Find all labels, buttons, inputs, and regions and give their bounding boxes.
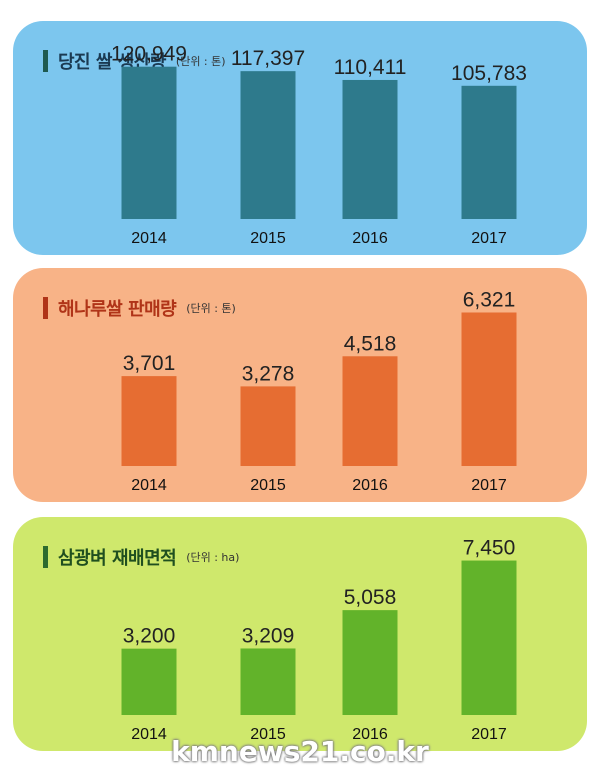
chart-unit: (단위 : 톤): [186, 302, 236, 315]
bar-2017: [461, 312, 517, 466]
bar-2015: [240, 71, 296, 219]
value-label-2014: 120,949: [111, 43, 187, 66]
bar-2016: [342, 356, 398, 466]
chart-panel-samgwang-area: 삼광벼 재배면적 (단위 : ha) 3,200 2014 3,209 2015 5,0…: [13, 517, 587, 751]
category-label-2016: 2016: [352, 477, 388, 494]
category-label-2015: 2015: [250, 477, 286, 494]
chart-panel-haenaru-sales: 해나루쌀 판매량 (단위 : 톤) 3,701 2014 3,278 2015 4,51…: [13, 268, 587, 502]
chart-title-row: 삼광벼 재배면적 (단위 : ha): [43, 544, 239, 570]
category-label-2016: 2016: [352, 726, 388, 743]
bar-2015: [240, 648, 296, 715]
category-label-2016: 2016: [352, 230, 388, 247]
category-label-2014: 2014: [131, 726, 167, 743]
bar-2014: [121, 66, 177, 219]
chart-unit: (단위 : 톤): [175, 55, 226, 68]
bar-2014: [121, 376, 177, 466]
chart-title: 해나루쌀 판매량: [58, 299, 177, 320]
value-label-2017: 6,321: [463, 288, 516, 311]
value-label-2017: 7,450: [463, 537, 516, 560]
bar-2015: [240, 386, 296, 466]
value-label-2014: 3,200: [123, 625, 176, 648]
value-label-2014: 3,701: [123, 352, 176, 375]
bar-2014: [121, 648, 177, 715]
value-label-2016: 5,058: [344, 586, 397, 609]
category-label-2017: 2017: [471, 726, 507, 743]
chart-unit: (단위 : ha): [186, 551, 240, 564]
bar-2017: [461, 560, 517, 715]
value-label-2016: 110,411: [334, 56, 407, 79]
chart-title-row: 해나루쌀 판매량 (단위 : 톤): [43, 295, 236, 321]
category-label-2017: 2017: [471, 230, 507, 247]
watermark: kmnews21.co.kr: [171, 735, 429, 768]
bar-chart-haenaru-sales: 3,701 2014 3,278 2015 4,518 2016 6,321 2017: [121, 288, 517, 494]
chart-title: 삼광벼 재배면적: [58, 548, 177, 569]
bar-2017: [461, 85, 517, 219]
value-label-2015: 3,278: [242, 362, 295, 385]
category-label-2014: 2014: [131, 477, 167, 494]
category-label-2017: 2017: [471, 477, 507, 494]
bar-chart-samgwang-area: 3,200 2014 3,209 2015 5,058 2016 7,450 2017: [121, 537, 517, 743]
value-label-2017: 105,783: [451, 62, 527, 85]
bar-chart-rice-production: 120,949 2014 117,397 2015 110,411 2016 105,783…: [111, 43, 527, 247]
bar-2016: [342, 610, 398, 715]
title-marker: [43, 546, 48, 568]
category-label-2014: 2014: [131, 230, 167, 247]
chart-panel-rice-production: 당진 쌀 생산량 (단위 : 톤) 120,949 2014 117,397 2015…: [13, 21, 587, 255]
value-label-2016: 4,518: [344, 332, 397, 355]
category-label-2015: 2015: [250, 230, 286, 247]
value-label-2015: 3,209: [242, 624, 295, 647]
title-marker: [43, 297, 48, 319]
title-marker: [43, 50, 48, 72]
bar-2016: [342, 79, 398, 219]
value-label-2015: 117,397: [231, 47, 305, 70]
category-label-2015: 2015: [250, 726, 286, 743]
